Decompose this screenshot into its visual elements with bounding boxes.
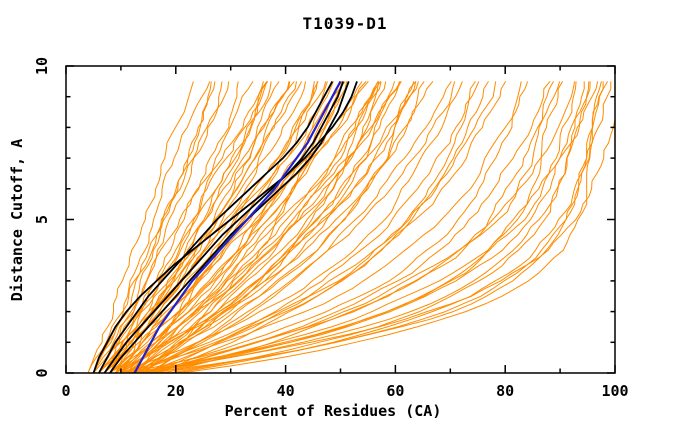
chart-title: T1039-D1 bbox=[302, 14, 387, 33]
model-curve bbox=[148, 81, 452, 374]
model-curve bbox=[148, 81, 577, 374]
model-curve bbox=[148, 81, 415, 374]
model-curve bbox=[115, 81, 343, 374]
model-curve bbox=[148, 81, 608, 374]
tick-labels-layer: 0 20 40 60 80 100 0 5 10 bbox=[33, 57, 629, 400]
model-curve bbox=[131, 81, 564, 374]
highlight-curve bbox=[98, 80, 334, 374]
curves-layer bbox=[87, 80, 616, 374]
highlight-curve bbox=[103, 81, 345, 374]
model-curve bbox=[93, 81, 230, 374]
model-curve bbox=[98, 81, 239, 374]
x-tick-label: 0 bbox=[61, 382, 70, 400]
model-curve bbox=[153, 81, 590, 374]
y-axis-label: Distance Cutoff, A bbox=[8, 139, 26, 302]
ticks-layer bbox=[65, 65, 616, 374]
model-curve bbox=[109, 81, 254, 374]
model-curve bbox=[137, 81, 522, 374]
y-tick-label: 5 bbox=[33, 215, 51, 224]
model-curve bbox=[153, 81, 551, 374]
model-curve bbox=[87, 81, 194, 374]
model-curve bbox=[109, 81, 295, 374]
reference-curve bbox=[133, 80, 342, 374]
model-curve bbox=[120, 81, 401, 374]
model-curve bbox=[115, 81, 382, 374]
model-curve bbox=[153, 81, 480, 374]
model-curve bbox=[137, 81, 591, 374]
model-curve bbox=[170, 81, 585, 374]
model-curve bbox=[142, 81, 599, 374]
x-tick-label: 40 bbox=[277, 382, 295, 400]
model-curve bbox=[131, 81, 379, 374]
model-curve bbox=[120, 81, 529, 374]
model-curve bbox=[120, 81, 463, 374]
model-curve bbox=[114, 81, 303, 374]
model-curve bbox=[142, 81, 476, 374]
model-curve bbox=[164, 81, 576, 374]
model-curve bbox=[109, 81, 343, 374]
model-curve bbox=[131, 81, 616, 374]
model-curve bbox=[109, 81, 402, 374]
x-tick-label: 60 bbox=[386, 382, 404, 400]
model-curve bbox=[131, 81, 507, 374]
model-curve bbox=[181, 81, 612, 374]
y-tick-label: 10 bbox=[33, 57, 51, 75]
model-curve bbox=[142, 81, 346, 374]
model-curve bbox=[120, 81, 297, 374]
model-curve bbox=[93, 81, 264, 374]
model-curve bbox=[175, 81, 604, 374]
model-curve bbox=[120, 81, 419, 374]
model-curve bbox=[131, 81, 425, 374]
model-curve bbox=[137, 81, 387, 374]
model-curve bbox=[109, 81, 363, 374]
x-tick-label: 100 bbox=[601, 382, 628, 400]
model-curve bbox=[87, 81, 212, 374]
model-curve bbox=[142, 81, 561, 374]
x-tick-label: 20 bbox=[167, 382, 185, 400]
model-curve bbox=[103, 81, 223, 374]
model-curve bbox=[115, 81, 434, 374]
model-curve bbox=[137, 81, 456, 374]
highlight-curve bbox=[92, 81, 358, 374]
y-tick-label: 0 bbox=[33, 368, 51, 377]
x-tick-label: 80 bbox=[496, 382, 514, 400]
x-axis-label: Percent of Residues (CA) bbox=[225, 402, 442, 420]
